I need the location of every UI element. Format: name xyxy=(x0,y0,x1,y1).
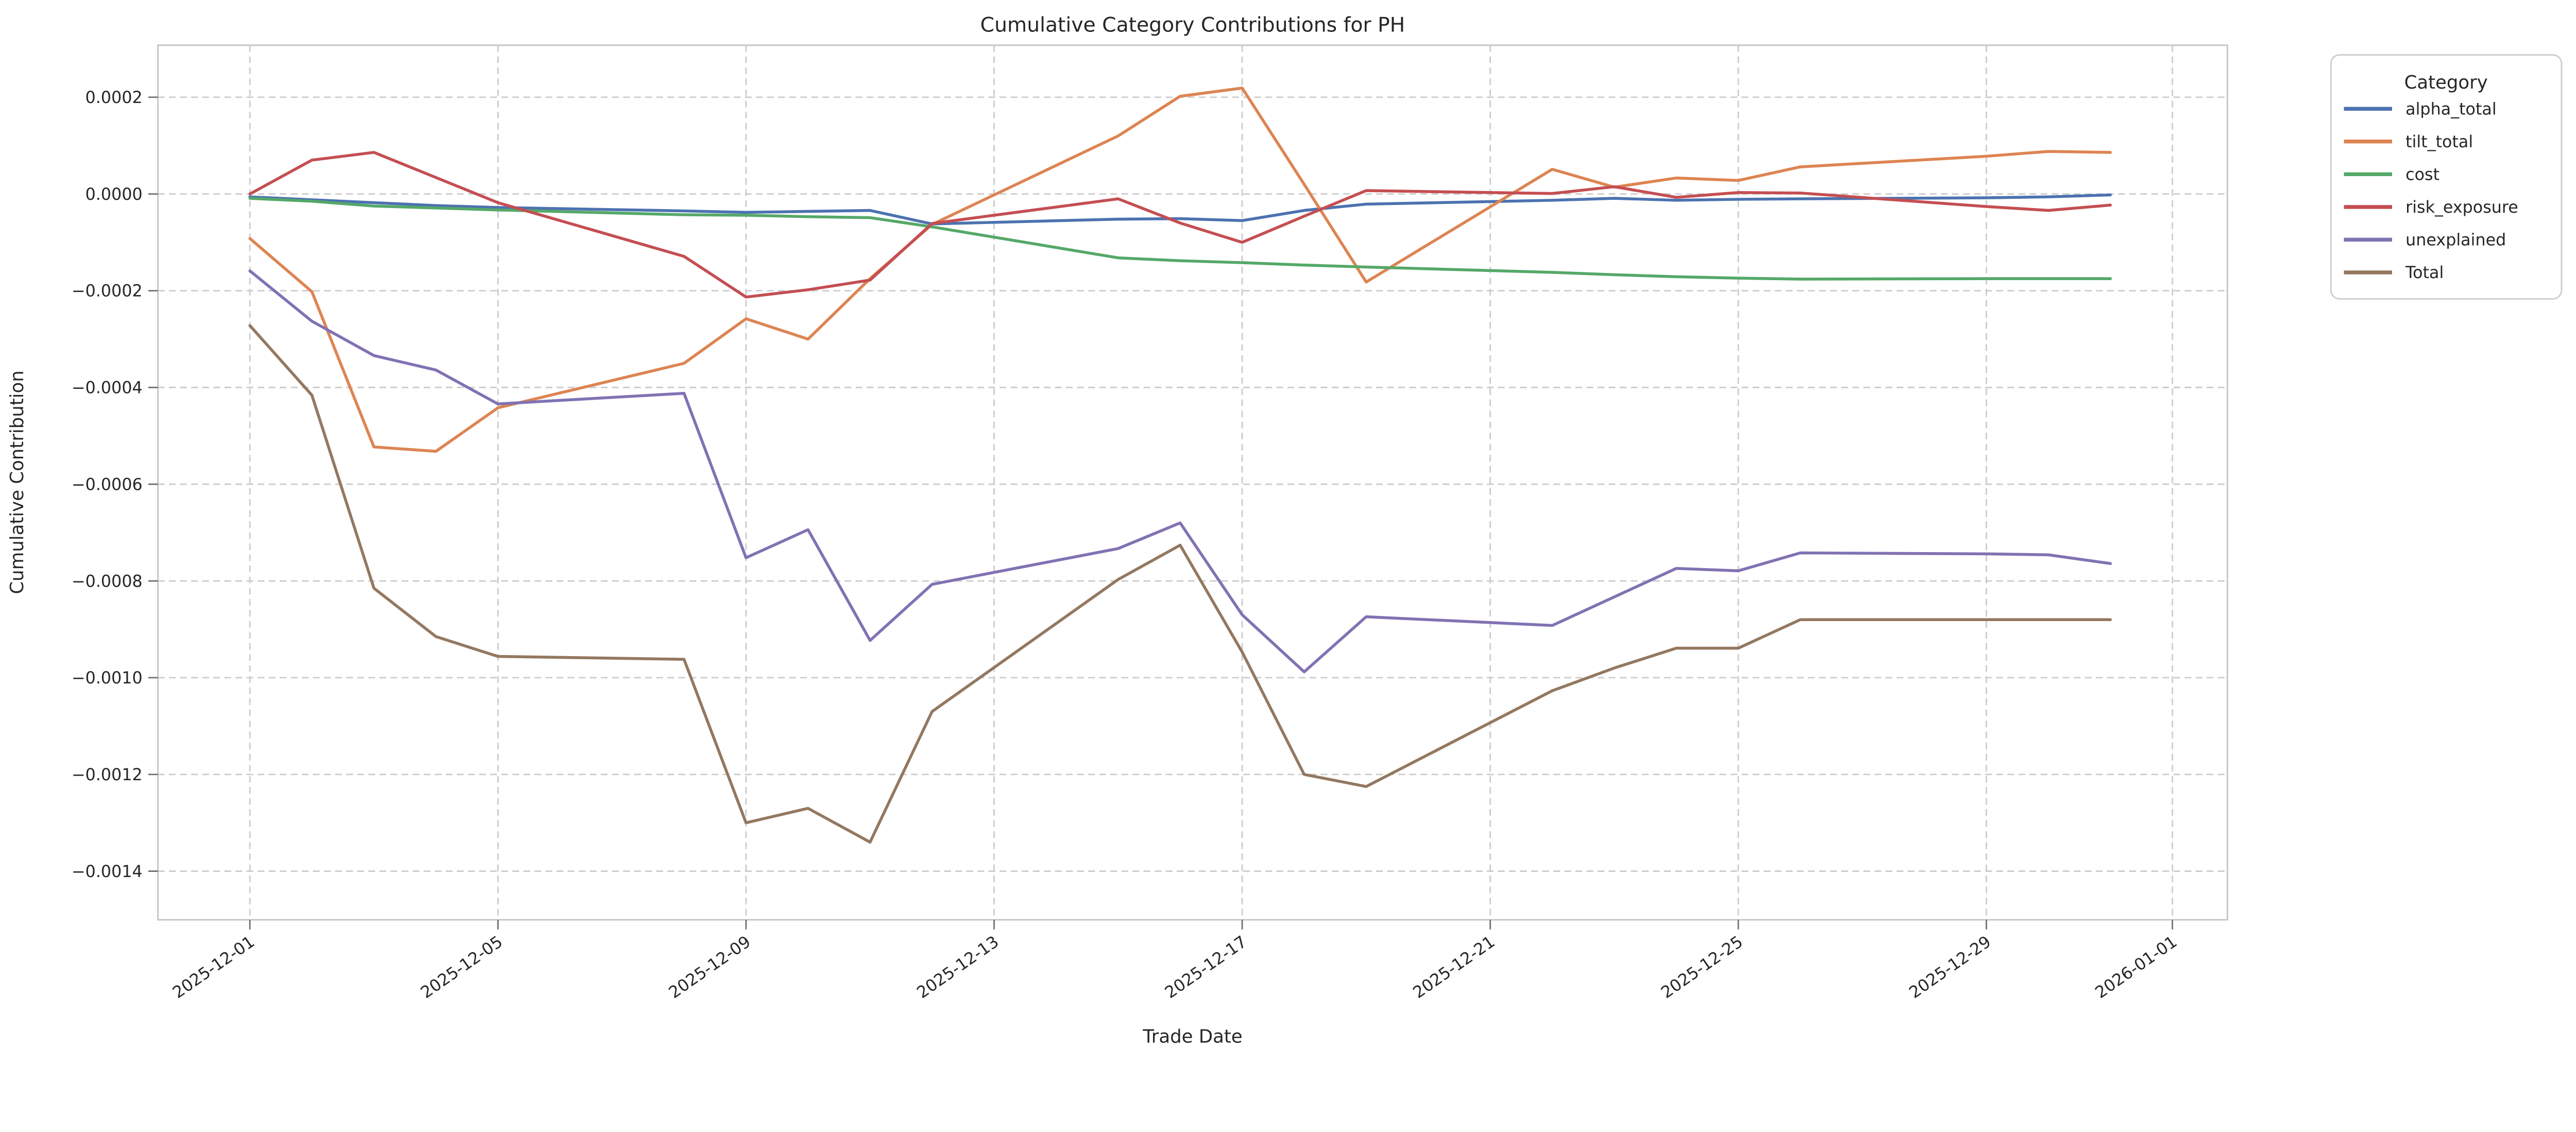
y-tick-label: −0.0008 xyxy=(72,572,143,591)
y-tick-label: −0.0004 xyxy=(72,379,143,398)
plot-area-border xyxy=(157,44,2228,921)
legend-item-label: Total xyxy=(2405,264,2444,282)
series-line-cost xyxy=(248,197,2112,281)
y-tick-label: −0.0002 xyxy=(72,282,143,301)
y-tick-label: −0.0014 xyxy=(72,863,143,881)
legend-item-cost: cost xyxy=(2344,166,2439,184)
series-line-risk_exposure xyxy=(248,151,2112,299)
legend-item-label: tilt_total xyxy=(2405,133,2473,151)
series-line-alpha_total xyxy=(248,193,2112,226)
y-tick-label: 0.0002 xyxy=(85,89,142,107)
legend-item-alpha_total: alpha_total xyxy=(2344,100,2497,118)
series-lines xyxy=(248,87,2112,844)
gridlines xyxy=(158,45,2228,920)
legend-item-label: cost xyxy=(2405,166,2439,184)
y-tick-label: 0.0000 xyxy=(85,185,142,204)
series-line-Total xyxy=(248,324,2112,844)
legend-item-label: risk_exposure xyxy=(2405,198,2518,217)
legend-item-label: unexplained xyxy=(2405,231,2506,250)
legend-item-unexplained: unexplained xyxy=(2344,231,2506,250)
y-tick-labels: 0.0002 0.0000 −0.0002 −0.0004 −0.0006 −0.0008… xyxy=(72,89,143,881)
y-tick-label: −0.0010 xyxy=(72,669,143,688)
legend-item-tilt_total: tilt_total xyxy=(2344,133,2473,151)
axis-ticks xyxy=(148,96,2174,930)
series-line-tilt_total xyxy=(248,87,2112,453)
x-axis-label: Trade Date xyxy=(1142,1026,1242,1047)
chart-canvas: 2025-12-01 2025-12-05 2025-12-09 2025-12-13… xyxy=(6,13,2563,1048)
y-tick-label: −0.0006 xyxy=(72,475,143,494)
legend-title: Category xyxy=(2404,72,2488,93)
series-line-unexplained xyxy=(248,269,2112,674)
y-axis-label: Cumulative Contribution xyxy=(7,370,28,594)
legend-item-label: alpha_total xyxy=(2405,100,2497,118)
legend-item-Total: Total xyxy=(2344,264,2444,282)
legend-item-risk_exposure: risk_exposure xyxy=(2344,198,2518,217)
y-tick-label: −0.0012 xyxy=(72,766,143,784)
chart-title: Cumulative Category Contributions for PH xyxy=(980,14,1405,37)
chart-figure: 2025-12-01 2025-12-05 2025-12-09 2025-12-13… xyxy=(6,13,2563,1048)
